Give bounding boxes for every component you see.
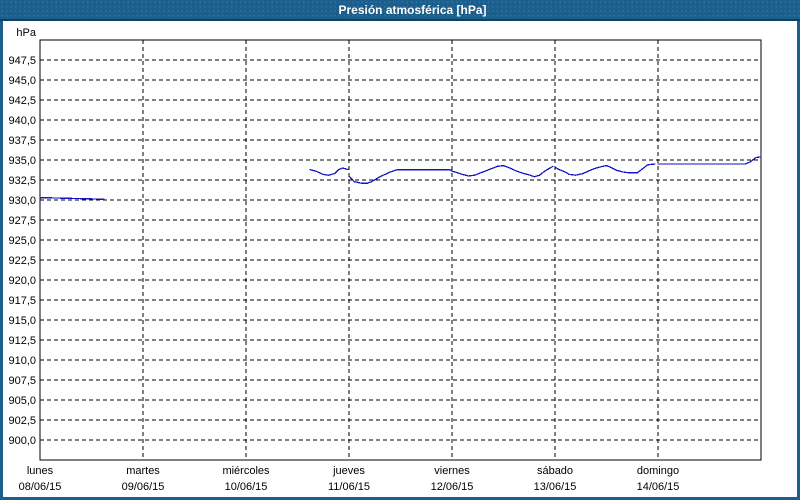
- svg-text:08/06/15: 08/06/15: [19, 481, 62, 493]
- svg-text:945,0: 945,0: [8, 75, 36, 87]
- svg-text:922,5: 922,5: [8, 255, 36, 267]
- svg-text:12/06/15: 12/06/15: [431, 481, 474, 493]
- svg-text:11/06/15: 11/06/15: [328, 481, 370, 493]
- svg-text:hPa: hPa: [16, 27, 36, 39]
- svg-text:910,0: 910,0: [8, 355, 36, 367]
- svg-text:935,0: 935,0: [8, 155, 36, 167]
- svg-text:14/06/15: 14/06/15: [637, 481, 680, 493]
- svg-text:miércoles: miércoles: [222, 465, 270, 477]
- svg-text:900,0: 900,0: [8, 435, 36, 447]
- svg-text:10/06/15: 10/06/15: [225, 481, 268, 493]
- svg-text:915,0: 915,0: [8, 315, 36, 327]
- svg-text:09/06/15: 09/06/15: [122, 481, 165, 493]
- svg-text:domingo: domingo: [637, 465, 679, 477]
- svg-text:930,0: 930,0: [8, 195, 36, 207]
- svg-text:927,5: 927,5: [8, 215, 36, 227]
- svg-text:martes: martes: [126, 465, 160, 477]
- svg-text:925,0: 925,0: [8, 235, 36, 247]
- svg-text:947,5: 947,5: [8, 55, 36, 67]
- svg-text:905,0: 905,0: [8, 395, 36, 407]
- svg-text:940,0: 940,0: [8, 115, 36, 127]
- svg-text:917,5: 917,5: [8, 295, 36, 307]
- svg-text:942,5: 942,5: [8, 95, 36, 107]
- svg-text:907,5: 907,5: [8, 375, 36, 387]
- svg-text:sábado: sábado: [537, 465, 573, 477]
- svg-text:932,5: 932,5: [8, 175, 36, 187]
- svg-text:912,5: 912,5: [8, 335, 36, 347]
- svg-text:920,0: 920,0: [8, 275, 36, 287]
- svg-text:902,5: 902,5: [8, 415, 36, 427]
- svg-text:viernes: viernes: [434, 465, 470, 477]
- svg-text:lunes: lunes: [27, 465, 54, 477]
- svg-text:13/06/15: 13/06/15: [534, 481, 577, 493]
- svg-text:jueves: jueves: [332, 465, 365, 477]
- svg-text:937,5: 937,5: [8, 135, 36, 147]
